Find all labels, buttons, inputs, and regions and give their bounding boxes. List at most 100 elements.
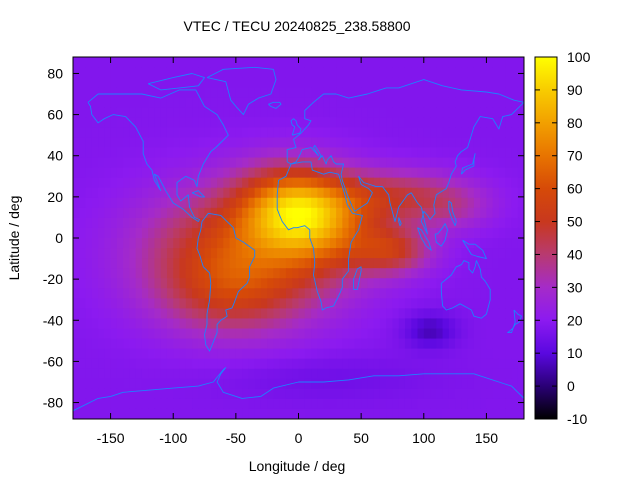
- heatmap-cell: [379, 348, 387, 360]
- heatmap-cell: [273, 298, 281, 309]
- heatmap-cell: [423, 308, 431, 320]
- heatmap-cell: [323, 97, 331, 108]
- heatmap-cell: [398, 137, 406, 149]
- heatmap-cell: [192, 388, 199, 400]
- heatmap-cell: [467, 147, 475, 159]
- heatmap-cell: [229, 388, 237, 400]
- heatmap-cell: [511, 157, 519, 169]
- heatmap-cell: [73, 268, 80, 279]
- heatmap-cell: [254, 338, 262, 350]
- heatmap-cell: [73, 358, 80, 370]
- heatmap-cell: [511, 227, 519, 239]
- heatmap-cell: [91, 117, 99, 128]
- heatmap-cell: [404, 258, 412, 269]
- heatmap-cell: [361, 127, 368, 139]
- heatmap-cell: [210, 288, 218, 299]
- heatmap-cell: [141, 217, 149, 229]
- heatmap-cell: [116, 167, 124, 179]
- heatmap-cell: [110, 197, 118, 209]
- heatmap-cell: [342, 358, 350, 370]
- heatmap-cell: [430, 117, 437, 128]
- heatmap-cell: [85, 207, 93, 219]
- heatmap-cell: [379, 268, 387, 279]
- heatmap-cell: [492, 107, 500, 118]
- heatmap-cell: [448, 117, 456, 128]
- heatmap-cell: [304, 308, 312, 320]
- heatmap-cell: [91, 87, 99, 98]
- heatmap-cell: [354, 358, 362, 370]
- heatmap-cell: [304, 227, 312, 239]
- heatmap-cell: [361, 298, 368, 309]
- heatmap-cell: [160, 227, 168, 239]
- heatmap-cell: [148, 248, 156, 259]
- heatmap-cell: [254, 368, 262, 380]
- heatmap-cell: [342, 117, 350, 128]
- heatmap-cell: [398, 358, 406, 370]
- heatmap-cell: [235, 268, 243, 279]
- heatmap-cell: [467, 398, 475, 410]
- heatmap-cell: [235, 348, 243, 360]
- heatmap-cell: [173, 117, 181, 128]
- heatmap-cell: [311, 368, 318, 380]
- heatmap-cell: [361, 157, 368, 169]
- heatmap-cell: [279, 177, 287, 189]
- heatmap-cell: [148, 137, 156, 149]
- heatmap-cell: [104, 388, 112, 400]
- heatmap-cell: [517, 57, 524, 68]
- heatmap-cell: [192, 107, 199, 118]
- heatmap-cell: [248, 137, 256, 149]
- heatmap-cell: [517, 358, 524, 370]
- heatmap-cell: [411, 308, 419, 320]
- heatmap-cell: [430, 378, 437, 390]
- heatmap-cell: [254, 408, 262, 419]
- heatmap-cell: [455, 207, 462, 219]
- heatmap-cell: [336, 318, 343, 330]
- heatmap-cell: [442, 298, 450, 309]
- heatmap-cell: [304, 77, 312, 88]
- heatmap-cell: [79, 137, 87, 149]
- heatmap-cell: [292, 288, 300, 299]
- heatmap-cell: [311, 338, 318, 350]
- heatmap-cell: [480, 378, 488, 390]
- heatmap-cell: [79, 338, 87, 350]
- heatmap-cell: [217, 378, 224, 390]
- heatmap-cell: [210, 117, 218, 128]
- heatmap-cell: [486, 137, 494, 149]
- heatmap-cell: [311, 67, 318, 78]
- heatmap-cell: [467, 258, 475, 269]
- heatmap-cell: [123, 268, 130, 279]
- heatmap-cell: [198, 388, 206, 400]
- heatmap-cell: [455, 278, 462, 289]
- heatmap-cell: [85, 157, 93, 169]
- heatmap-cell: [242, 368, 249, 380]
- heatmap-cell: [223, 217, 231, 229]
- heatmap-cell: [98, 268, 105, 279]
- heatmap-cell: [148, 217, 156, 229]
- heatmap-cell: [442, 248, 450, 259]
- heatmap-cell: [248, 147, 256, 159]
- heatmap-cell: [386, 137, 394, 149]
- heatmap-cell: [141, 358, 149, 370]
- heatmap-cell: [323, 177, 331, 189]
- heatmap-cell: [467, 117, 475, 128]
- heatmap-cell: [354, 308, 362, 320]
- heatmap-cell: [141, 238, 149, 249]
- heatmap-cell: [123, 398, 130, 410]
- heatmap-cell: [279, 107, 287, 118]
- heatmap-cell: [354, 288, 362, 299]
- heatmap-cell: [110, 288, 118, 299]
- heatmap-cell: [348, 227, 356, 239]
- heatmap-cell: [273, 207, 281, 219]
- heatmap-cell: [223, 378, 231, 390]
- heatmap-cell: [367, 117, 375, 128]
- heatmap-cell: [217, 408, 224, 419]
- heatmap-cell: [104, 398, 112, 410]
- heatmap-cell: [486, 57, 494, 68]
- heatmap-cell: [273, 217, 281, 229]
- heatmap-cell: [373, 338, 381, 350]
- heatmap-cell: [317, 67, 325, 78]
- heatmap-cell: [336, 258, 343, 269]
- heatmap-cell: [235, 117, 243, 128]
- heatmap-cell: [473, 207, 481, 219]
- heatmap-cell: [223, 157, 231, 169]
